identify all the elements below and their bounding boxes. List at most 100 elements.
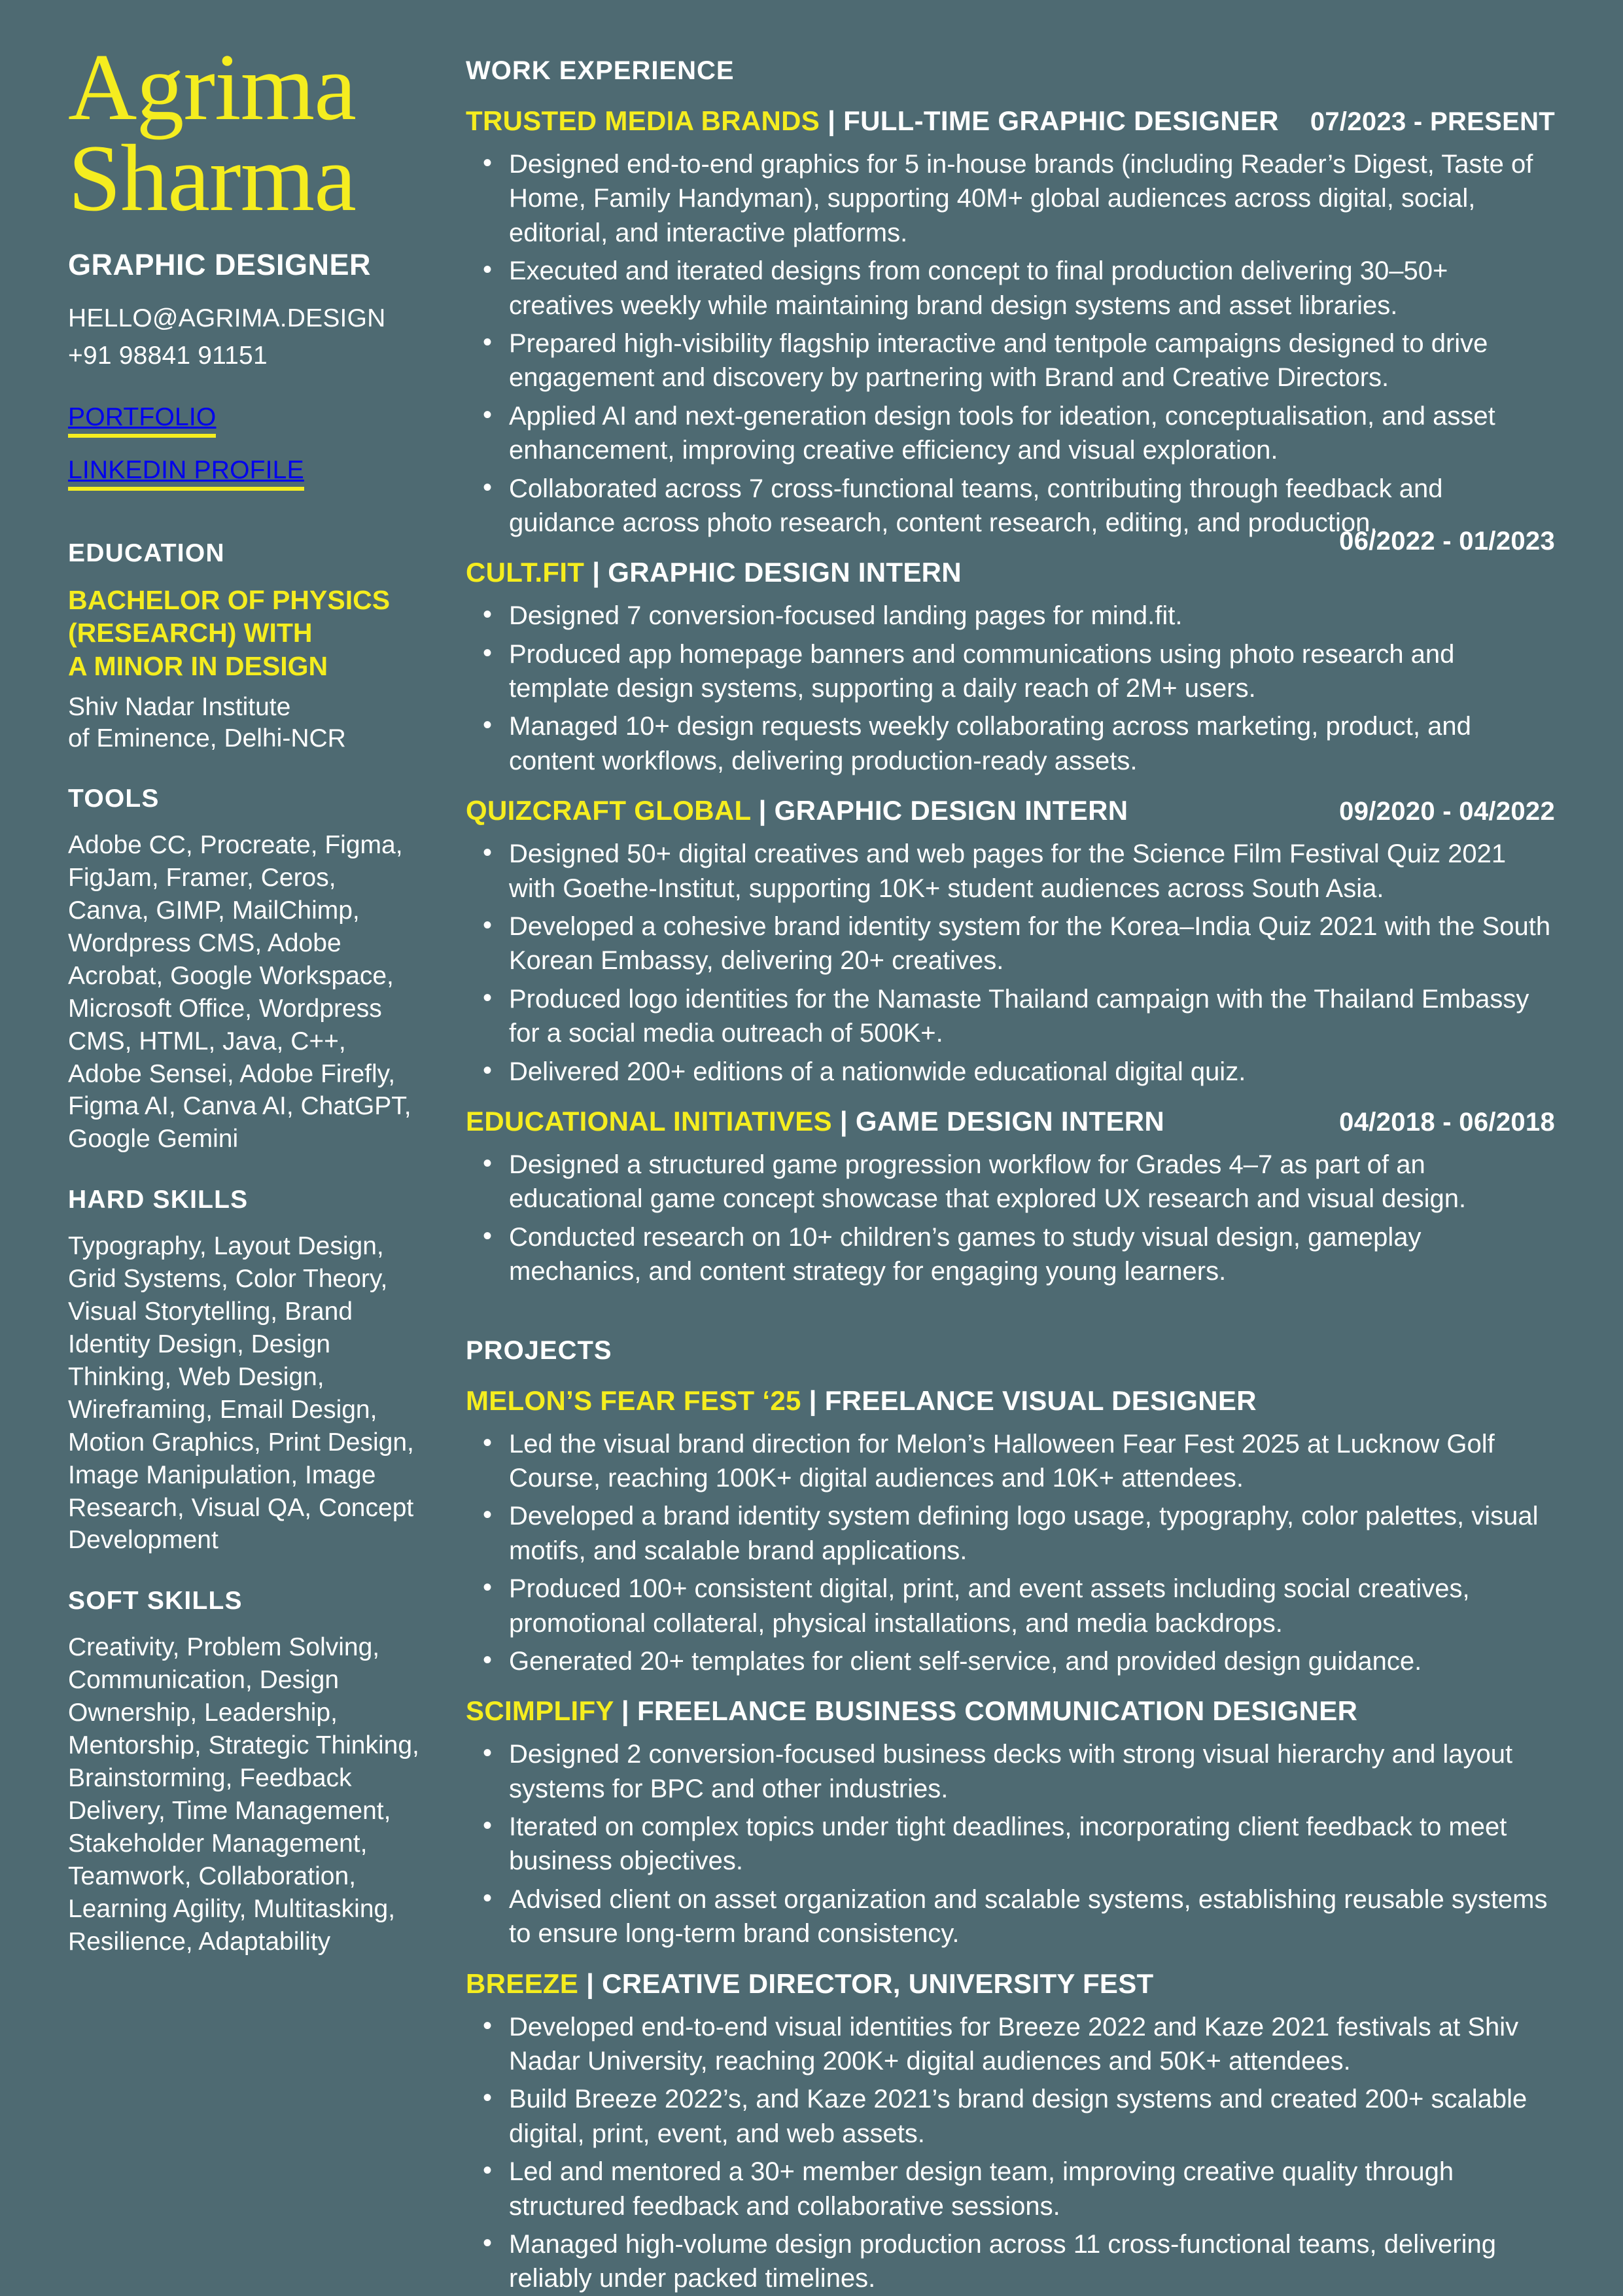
bullet-item: Generated 20+ templates for client self-…: [478, 1643, 1555, 1678]
sidebar: Agrima Sharma GRAPHIC DESIGNER HELLO@AGR…: [68, 39, 441, 2256]
bullet-item: Designed a structured game progression w…: [478, 1146, 1555, 1216]
work-entry-separator: |: [584, 557, 608, 588]
bullet-item: Advised client on asset organization and…: [478, 1881, 1555, 1951]
bullet-item: Produced logo identities for the Namaste…: [478, 981, 1555, 1051]
degree-line-3: A MINOR IN DESIGN: [68, 650, 328, 681]
work-experience-heading: WORK EXPERIENCE: [466, 56, 735, 85]
email-text: HELLO@AGRIMA.DESIGN: [68, 304, 386, 333]
bullet-item: Led and mentored a 30+ member design tea…: [478, 2153, 1555, 2223]
work-entry-header: EDUCATIONAL INITIATIVES | GAME DESIGN IN…: [466, 1106, 1555, 1137]
work-entry-bullets: Designed end-to-end graphics for 5 in-ho…: [478, 146, 1555, 540]
bullet-item: Developed end-to-end visual identities f…: [478, 2009, 1555, 2079]
project-entry-separator: |: [578, 1968, 602, 1999]
work-entry-organization: EDUCATIONAL INITIATIVES: [466, 1105, 832, 1137]
projects-heading: PROJECTS: [466, 1335, 612, 1365]
work-entry-title: GRAPHIC DESIGN INTERN: [608, 557, 962, 588]
work-entry-title: GRAPHIC DESIGN INTERN: [774, 795, 1128, 826]
phone-text: +91 98841 91151: [68, 341, 268, 370]
bullet-item: Conducted research on 10+ children’s gam…: [478, 1219, 1555, 1289]
work-entry-header: CULT.FIT | GRAPHIC DESIGN INTERN 06/2022 …: [466, 527, 1555, 588]
project-entry-bullets: Led the visual brand direction for Melon…: [478, 1426, 1555, 1679]
work-entry-organization: QUIZCRAFT GLOBAL: [466, 795, 751, 826]
project-entry-separator: |: [613, 1695, 637, 1727]
education-degree: BACHELOR OF PHYSICS (RESEARCH) WITH A MI…: [68, 584, 421, 682]
portfolio-link-row: PORTFOLIO: [68, 403, 421, 456]
bullet-item: Produced app homepage banners and commun…: [478, 636, 1555, 706]
work-entry-organization: CULT.FIT: [466, 557, 585, 588]
work-entry-dates: 09/2020 - 04/2022: [1339, 797, 1555, 826]
work-entry-title: GAME DESIGN INTERN: [855, 1105, 1165, 1137]
bullet-item: Designed 50+ digital creatives and web p…: [478, 836, 1555, 906]
work-entry-dates: 06/2022 - 01/2023: [1339, 527, 1555, 556]
project-entry-titles: MELON’S FEAR FEST ‘25 | FREELANCE VISUAL…: [466, 1385, 1257, 1417]
tools-heading: TOOLS: [68, 785, 160, 813]
work-entry: TRUSTED MEDIA BRANDS | FULL-TIME GRAPHIC…: [466, 105, 1555, 540]
work-entry-titles: CULT.FIT | GRAPHIC DESIGN INTERN: [466, 557, 962, 588]
project-entry-bullets: Developed end-to-end visual identities f…: [478, 2009, 1555, 2296]
school-line-1: Shiv Nadar Institute: [68, 692, 291, 721]
bullet-item: Prepared high-visibility flagship intera…: [478, 325, 1555, 395]
work-entry-bullets: Designed 50+ digital creatives and web p…: [478, 836, 1555, 1089]
work-entry: QUIZCRAFT GLOBAL | GRAPHIC DESIGN INTERN…: [466, 795, 1555, 1089]
bullet-item: Collaborated across 7 cross-functional t…: [478, 470, 1555, 540]
main-column: WORK EXPERIENCE TRUSTED MEDIA BRANDS | F…: [441, 56, 1555, 2293]
bullet-item: Developed a brand identity system defini…: [478, 1498, 1555, 1568]
school-line-2: of Eminence, Delhi-NCR: [68, 724, 346, 752]
hard-skills-heading: HARD SKILLS: [68, 1186, 249, 1214]
work-entry-titles: TRUSTED MEDIA BRANDS | FULL-TIME GRAPHIC…: [466, 105, 1279, 137]
work-entry-header: TRUSTED MEDIA BRANDS | FULL-TIME GRAPHIC…: [466, 105, 1555, 137]
linkedin-link-row: LINKEDIN PROFILE: [68, 456, 421, 509]
project-entry: BREEZE | CREATIVE DIRECTOR, UNIVERSITY F…: [466, 1968, 1555, 2296]
bullet-item: Build Breeze 2022’s, and Kaze 2021’s bra…: [478, 2081, 1555, 2151]
project-entry-organization: SCIMPLIFY: [466, 1695, 614, 1727]
bullet-item: Produced 100+ consistent digital, print,…: [478, 1570, 1555, 1640]
project-entry-titles: SCIMPLIFY | FREELANCE BUSINESS COMMUNICA…: [466, 1695, 1357, 1727]
education-heading: EDUCATION: [68, 539, 225, 568]
project-entry-title: FREELANCE VISUAL DESIGNER: [824, 1385, 1257, 1416]
projects-list: MELON’S FEAR FEST ‘25 | FREELANCE VISUAL…: [466, 1385, 1555, 2296]
project-entry: MELON’S FEAR FEST ‘25 | FREELANCE VISUAL…: [466, 1385, 1555, 1679]
last-name: Sharma: [68, 124, 357, 231]
bullet-item: Managed 10+ design requests weekly colla…: [478, 708, 1555, 778]
project-entry-header: SCIMPLIFY | FREELANCE BUSINESS COMMUNICA…: [466, 1695, 1555, 1727]
work-experience-list: TRUSTED MEDIA BRANDS | FULL-TIME GRAPHIC…: [466, 105, 1555, 1289]
bullet-item: Designed 7 conversion-focused landing pa…: [478, 597, 1555, 633]
work-entry-organization: TRUSTED MEDIA BRANDS: [466, 105, 820, 136]
work-entry-separator: |: [750, 795, 775, 826]
project-entry-header: MELON’S FEAR FEST ‘25 | FREELANCE VISUAL…: [466, 1385, 1555, 1417]
project-entry-header: BREEZE | CREATIVE DIRECTOR, UNIVERSITY F…: [466, 1968, 1555, 2000]
soft-skills-heading: SOFT SKILLS: [68, 1587, 243, 1616]
profile-links: PORTFOLIO LINKEDIN PROFILE: [68, 403, 421, 509]
candidate-name: Agrima Sharma: [68, 39, 421, 231]
degree-line-2: (RESEARCH) WITH: [68, 618, 313, 648]
project-entry-title: FREELANCE BUSINESS COMMUNICATION DESIGNE…: [637, 1695, 1358, 1727]
project-entry-titles: BREEZE | CREATIVE DIRECTOR, UNIVERSITY F…: [466, 1968, 1153, 2000]
work-entry-bullets: Designed 7 conversion-focused landing pa…: [478, 597, 1555, 778]
project-entry-organization: MELON’S FEAR FEST ‘25: [466, 1385, 801, 1416]
work-entry-header: QUIZCRAFT GLOBAL | GRAPHIC DESIGN INTERN…: [466, 795, 1555, 826]
project-entry-separator: |: [801, 1385, 825, 1416]
project-entry-organization: BREEZE: [466, 1968, 579, 1999]
work-entry-dates: 04/2018 - 06/2018: [1339, 1107, 1555, 1137]
linkedin-link[interactable]: LINKEDIN PROFILE: [68, 456, 304, 491]
bullet-item: Executed and iterated designs from conce…: [478, 253, 1555, 323]
bullet-item: Developed a cohesive brand identity syst…: [478, 908, 1555, 978]
bullet-item: Iterated on complex topics under tight d…: [478, 1809, 1555, 1879]
hard-skills-list: Typography, Layout Design, Grid Systems,…: [68, 1232, 414, 1555]
bullet-item: Designed 2 conversion-focused business d…: [478, 1736, 1555, 1806]
bullet-item: Managed high-volume design production ac…: [478, 2226, 1555, 2296]
work-entry: EDUCATIONAL INITIATIVES | GAME DESIGN IN…: [466, 1106, 1555, 1289]
work-entry-titles: EDUCATIONAL INITIATIVES | GAME DESIGN IN…: [466, 1106, 1164, 1137]
soft-skills-list: Creativity, Problem Solving, Communicati…: [68, 1633, 419, 1956]
work-entry-titles: QUIZCRAFT GLOBAL | GRAPHIC DESIGN INTERN: [466, 795, 1128, 826]
work-entry-separator: |: [831, 1105, 856, 1137]
bullet-item: Delivered 200+ editions of a nationwide …: [478, 1053, 1555, 1089]
tools-list: Adobe CC, Procreate, Figma, FigJam, Fram…: [68, 831, 411, 1154]
project-entry-bullets: Designed 2 conversion-focused business d…: [478, 1736, 1555, 1951]
project-entry-title: CREATIVE DIRECTOR, UNIVERSITY FEST: [602, 1968, 1154, 1999]
portfolio-link[interactable]: PORTFOLIO: [68, 403, 217, 438]
work-entry-title: FULL-TIME GRAPHIC DESIGNER: [843, 105, 1279, 136]
first-name: Agrima: [68, 34, 357, 140]
degree-line-1: BACHELOR OF PHYSICS: [68, 585, 391, 616]
